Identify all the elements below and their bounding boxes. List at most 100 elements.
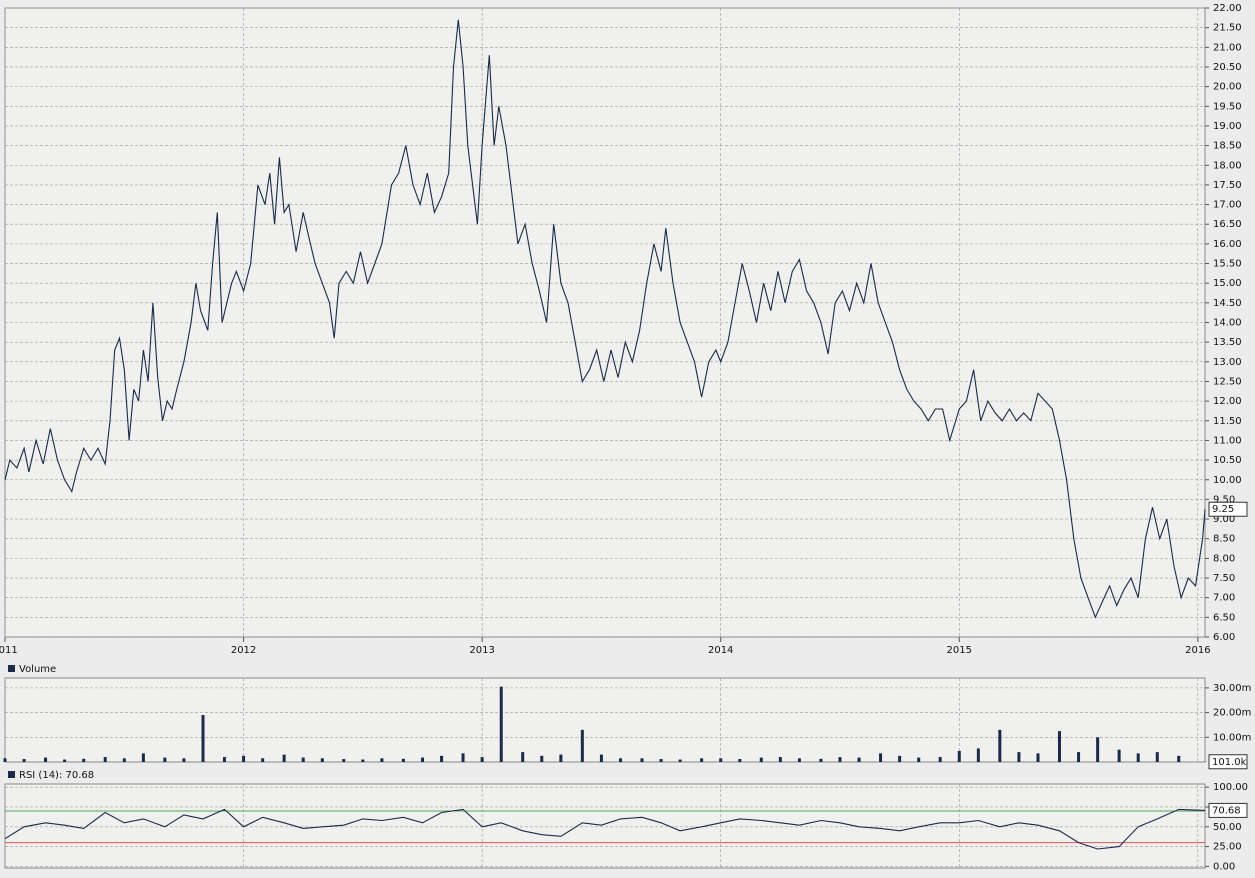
last-value-box [1208, 754, 1248, 770]
volume-bar [521, 752, 525, 762]
y-tick-label: 10.00 [1213, 475, 1242, 486]
volume-bar [182, 758, 186, 762]
volume-bar [1117, 749, 1121, 762]
y-tick-label: 18.50 [1213, 141, 1242, 152]
volume-bar [778, 757, 782, 762]
volume-bar [957, 750, 961, 762]
volume-bar [1155, 752, 1159, 762]
volume-bar [678, 759, 682, 762]
y-tick-label: 8.50 [1213, 534, 1235, 545]
y-tick-label: 16.50 [1213, 219, 1242, 230]
y-tick-label: 21.00 [1213, 42, 1242, 53]
last-value-box [1208, 501, 1248, 517]
volume-bar [976, 748, 980, 762]
y-tick-label: 9.00 [1213, 514, 1235, 525]
y-tick-label: 16.00 [1213, 239, 1242, 250]
y-tick-label: 22.00 [1213, 3, 1242, 14]
y-tick-label: 12.00 [1213, 396, 1242, 407]
y-tick-label: 50.00 [1213, 822, 1242, 833]
y-tick-label: 19.50 [1213, 101, 1242, 112]
y-tick-label: 7.00 [1213, 593, 1235, 604]
y-tick-label: 20.00m [1213, 708, 1251, 719]
y-tick-label: 7.50 [1213, 573, 1235, 584]
volume-bar [559, 754, 563, 762]
y-tick-label: 14.50 [1213, 298, 1242, 309]
volume-bar [461, 753, 465, 762]
volume-bar [879, 753, 883, 762]
volume-bar [22, 759, 26, 762]
volume-bar [838, 757, 842, 762]
y-tick-label: 25.00 [1213, 842, 1242, 853]
y-tick-label: 17.50 [1213, 180, 1242, 191]
last-value-label: 9.25 [1212, 504, 1234, 515]
volume-bar [282, 754, 286, 762]
y-tick-label: 9.50 [1213, 494, 1235, 505]
volume-bar [1177, 755, 1181, 762]
y-tick-label: 18.00 [1213, 160, 1242, 171]
y-tick-label: 100.00 [1213, 782, 1248, 793]
panel [4, 677, 1206, 763]
volume-bar [63, 759, 67, 762]
y-tick-label: 21.50 [1213, 23, 1242, 34]
volume-bar [301, 757, 305, 762]
volume-bar [440, 755, 444, 762]
volume-bar [700, 758, 704, 762]
y-tick-label: 10.00m [1213, 732, 1251, 743]
volume-bar [499, 686, 503, 762]
volume-bar [242, 755, 246, 762]
panel [4, 783, 1206, 869]
volume-bar [797, 758, 801, 762]
volume-bar [201, 715, 205, 762]
volume-bar [163, 757, 167, 762]
price-line [4, 19, 1206, 619]
y-tick-label: 30.00m [1213, 683, 1251, 694]
y-tick-label: 11.00 [1213, 435, 1242, 446]
volume-bar [857, 757, 861, 762]
x-tick-label: 2013 [469, 645, 494, 656]
volume-bar [3, 758, 7, 762]
volume-bar [719, 758, 723, 762]
y-tick-label: 10.50 [1213, 455, 1242, 466]
y-tick-label: 20.00 [1213, 82, 1242, 93]
volume-bar [82, 758, 86, 762]
last-value-label: 70.68 [1212, 805, 1241, 816]
y-tick-label: 15.00 [1213, 278, 1242, 289]
volume-bar [1036, 753, 1040, 762]
volume-bar [619, 758, 623, 762]
volume-bar [44, 757, 48, 762]
y-tick-label: 15.50 [1213, 259, 1242, 270]
x-tick-label: 2015 [947, 645, 972, 656]
volume-bar [659, 759, 663, 762]
volume-bar [998, 729, 1002, 762]
volume-bar [122, 758, 126, 762]
volume-bar [1096, 737, 1100, 762]
volume-bar [738, 759, 742, 762]
volume-bar [1017, 752, 1021, 762]
volume-bar [1136, 753, 1140, 762]
y-tick-label: 13.00 [1213, 357, 1242, 368]
y-tick-label: 6.50 [1213, 612, 1235, 623]
volume-bar [222, 757, 226, 762]
volume-bar [759, 757, 763, 762]
y-tick-label: 14.00 [1213, 318, 1242, 329]
volume-bar [480, 757, 484, 762]
y-tick-label: 20.50 [1213, 62, 1242, 73]
volume-bar [917, 757, 921, 762]
volume-bar [320, 758, 324, 762]
volume-bar [938, 757, 942, 762]
volume-bar [361, 759, 365, 762]
volume-bar [540, 755, 544, 762]
x-tick-label: 2011 [0, 645, 18, 656]
volume-bar [380, 758, 384, 762]
volume-bar [599, 754, 603, 762]
y-tick-label: 12.50 [1213, 376, 1242, 387]
volume-bar [261, 758, 265, 762]
volume-bar [342, 759, 346, 762]
y-tick-label: 8.00 [1213, 553, 1235, 564]
price-line [4, 808, 1206, 850]
volume-bar [580, 729, 584, 762]
x-tick-label: 2014 [708, 645, 733, 656]
volume-bar [420, 757, 424, 762]
